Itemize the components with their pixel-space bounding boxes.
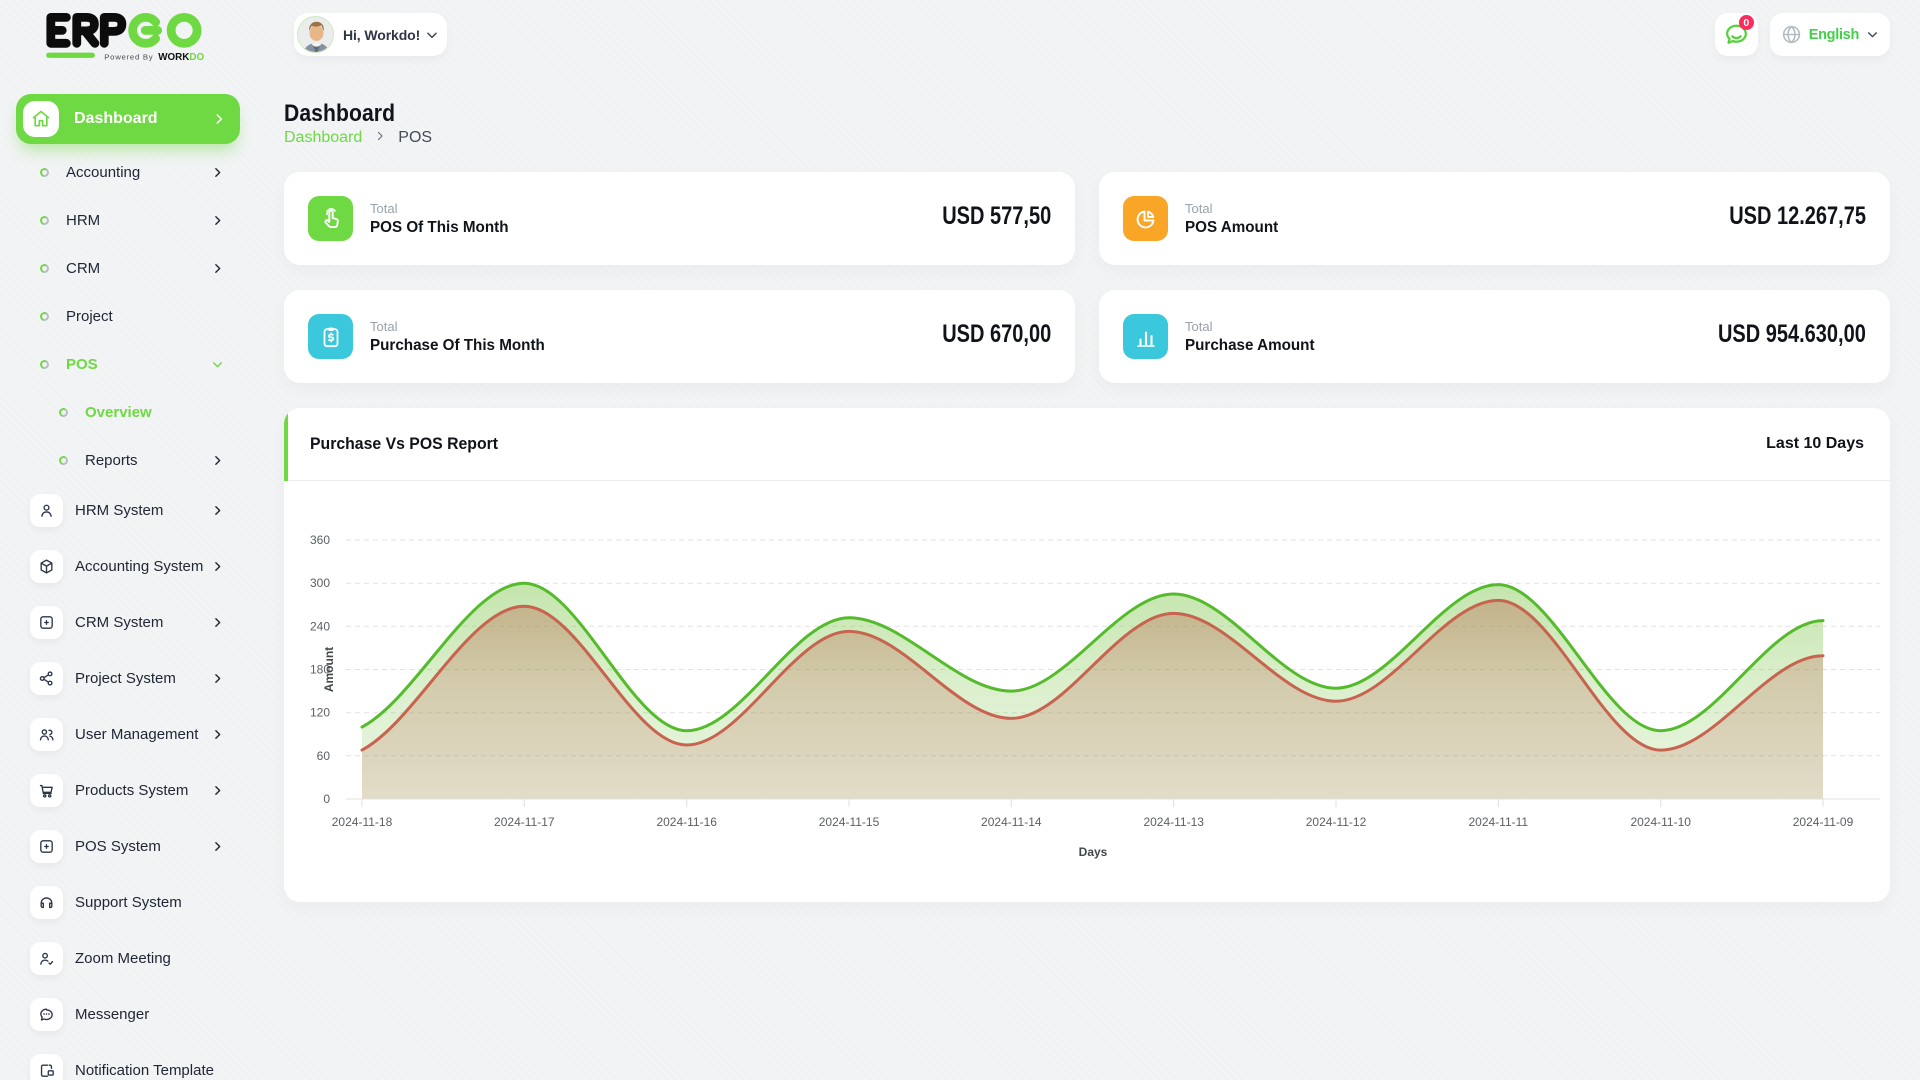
svg-text:2024-11-11: 2024-11-11	[1468, 815, 1528, 829]
svg-text:Amount: Amount	[322, 647, 336, 692]
svg-text:2024-11-17: 2024-11-17	[494, 815, 555, 829]
svg-text:2024-11-14: 2024-11-14	[981, 815, 1042, 829]
svg-text:2024-11-15: 2024-11-15	[819, 815, 880, 829]
svg-text:Days: Days	[1079, 845, 1108, 859]
svg-text:0: 0	[323, 792, 330, 806]
svg-text:360: 360	[310, 533, 330, 547]
svg-text:2024-11-09: 2024-11-09	[1793, 815, 1854, 829]
svg-text:Powered By: Powered By	[104, 52, 153, 61]
svg-text:2024-11-12: 2024-11-12	[1306, 815, 1367, 829]
svg-text:60: 60	[317, 749, 331, 763]
svg-text:2024-11-16: 2024-11-16	[656, 815, 717, 829]
svg-text:240: 240	[310, 619, 330, 633]
svg-text:180: 180	[310, 663, 330, 677]
svg-text:300: 300	[310, 576, 330, 590]
svg-text:WORKDO: WORKDO	[158, 52, 204, 61]
svg-text:2024-11-18: 2024-11-18	[332, 815, 393, 829]
svg-text:2024-11-13: 2024-11-13	[1143, 815, 1204, 829]
svg-text:120: 120	[310, 706, 330, 720]
svg-text:2024-11-10: 2024-11-10	[1630, 815, 1691, 829]
